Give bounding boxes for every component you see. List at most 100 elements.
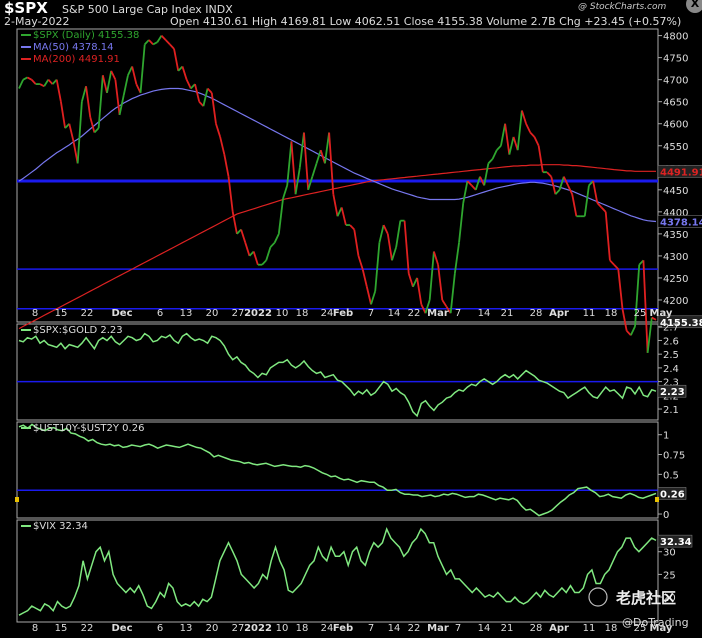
price-segment: [386, 233, 393, 261]
price-segment: [303, 132, 310, 190]
price-segment: [286, 141, 293, 186]
series-line: [18, 527, 657, 616]
price-segment: [378, 224, 385, 243]
price-segment: [458, 202, 465, 243]
price-segment: [110, 70, 117, 81]
price-segment: [139, 44, 146, 93]
close-icon[interactable]: X: [686, 0, 702, 13]
price-segment: [60, 101, 66, 129]
ticker-symbol: $SPX: [4, 0, 48, 17]
price-segment: [617, 269, 624, 309]
x-tick-label: 14: [478, 623, 491, 634]
x-axis-row-1: 8 15 22 Dec 6 13 20 27 2022 10 18 24 Feb 7 14 22 Mar 7 14 2…: [32, 623, 673, 634]
panel-frame-3: [16, 519, 659, 623]
price-segment: [244, 242, 251, 257]
price-segment: [169, 43, 175, 50]
y-tick-label: 2.5: [663, 350, 679, 361]
panel-0-plot: 4200425043004350440044504500455046004650…: [17, 32, 688, 353]
x-tick-label: May: [650, 308, 673, 319]
legend-label: $UST10Y-$UST2Y 0.26: [33, 423, 144, 434]
panel-3-legend: $VIX 32.34 32.34: [21, 521, 693, 548]
price-segment: [642, 260, 649, 353]
price-segment: [592, 180, 599, 204]
panel-2-legend: $UST10Y-$UST2Y 0.26 0.26: [21, 423, 687, 500]
price-segment: [407, 273, 414, 288]
price-segment: [428, 251, 435, 301]
y-tick-label: 4650: [663, 98, 688, 109]
price-segment: [173, 48, 180, 72]
price-segment: [127, 66, 133, 76]
price-segment: [554, 189, 561, 195]
x-tick-label: 7: [455, 308, 461, 319]
price-segment: [227, 176, 234, 212]
watermark-text: 老虎社区: [615, 589, 676, 607]
ma200-line: [18, 164, 656, 330]
chart-date: 2-May-2022: [4, 15, 70, 28]
last-value-label: 32.34: [660, 537, 692, 548]
price-segment: [567, 185, 573, 195]
price-segment: [160, 34, 167, 41]
x-tick-label: 28: [530, 623, 543, 634]
price-segment: [39, 83, 45, 88]
price-segment: [114, 79, 121, 116]
last-value-label: 0.26: [660, 489, 685, 500]
x-tick-label: 15: [55, 308, 68, 319]
panel-marker: [655, 497, 659, 502]
price-segment: [106, 70, 113, 94]
last-value-label: 4491.91: [660, 167, 702, 178]
price-segment: [374, 242, 381, 292]
y-tick-label: 0.5: [663, 470, 679, 481]
price-segment: [131, 66, 138, 85]
x-tick-label: 2022: [244, 623, 272, 634]
copyright-notice: @ StockCharts.com: [578, 2, 667, 12]
price-segment: [646, 317, 653, 353]
price-segment: [80, 86, 87, 102]
price-segment: [219, 136, 226, 155]
x-tick-label: 11: [583, 308, 596, 319]
price-segment: [269, 242, 276, 248]
price-segment: [546, 171, 552, 178]
x-tick-label: Apr: [549, 308, 569, 319]
last-value-label: 4155.38: [660, 318, 702, 329]
price-segment: [265, 246, 272, 261]
price-segment: [194, 83, 201, 102]
price-segment: [311, 163, 318, 177]
last-value-box: [657, 315, 702, 329]
price-segment: [252, 251, 259, 265]
x-tick-label: Feb: [333, 308, 353, 319]
series-line: [18, 423, 657, 517]
price-segment: [298, 132, 305, 168]
y-tick-label: 1: [663, 431, 669, 442]
price-segment: [529, 131, 536, 138]
price-segment: [361, 268, 368, 287]
price-segment: [558, 176, 565, 191]
price-segment: [181, 66, 188, 80]
x-tick-label: 21: [501, 623, 514, 634]
panel-1-plot: 2.12.22.32.42.52.62.7: [17, 323, 679, 418]
price-segment: [357, 255, 364, 270]
last-value-box: [657, 165, 702, 178]
price-segment: [122, 75, 129, 96]
x-tick-label: 24: [321, 623, 334, 634]
y-tick-label: 2.4: [663, 364, 679, 375]
legend-label: $SPX:$GOLD 2.23: [33, 325, 123, 336]
price-segment: [206, 87, 213, 94]
x-tick-label: Apr: [549, 623, 569, 634]
x-tick-label: 22: [81, 308, 94, 319]
price-segment: [328, 132, 335, 195]
y-tick-label: 0: [663, 510, 669, 521]
price-segment: [525, 123, 532, 133]
x-tick-label: 24: [321, 308, 334, 319]
price-segment: [521, 110, 527, 125]
price-segment: [583, 185, 590, 217]
price-segment: [412, 277, 418, 288]
y-tick-label: 0.75: [663, 451, 685, 462]
price-segment: [231, 211, 238, 235]
x-tick-label: 7: [368, 308, 374, 319]
price-segment: [626, 330, 632, 336]
price-segment: [22, 76, 28, 81]
y-tick-label: 4700: [663, 76, 688, 87]
price-segment: [185, 79, 192, 89]
